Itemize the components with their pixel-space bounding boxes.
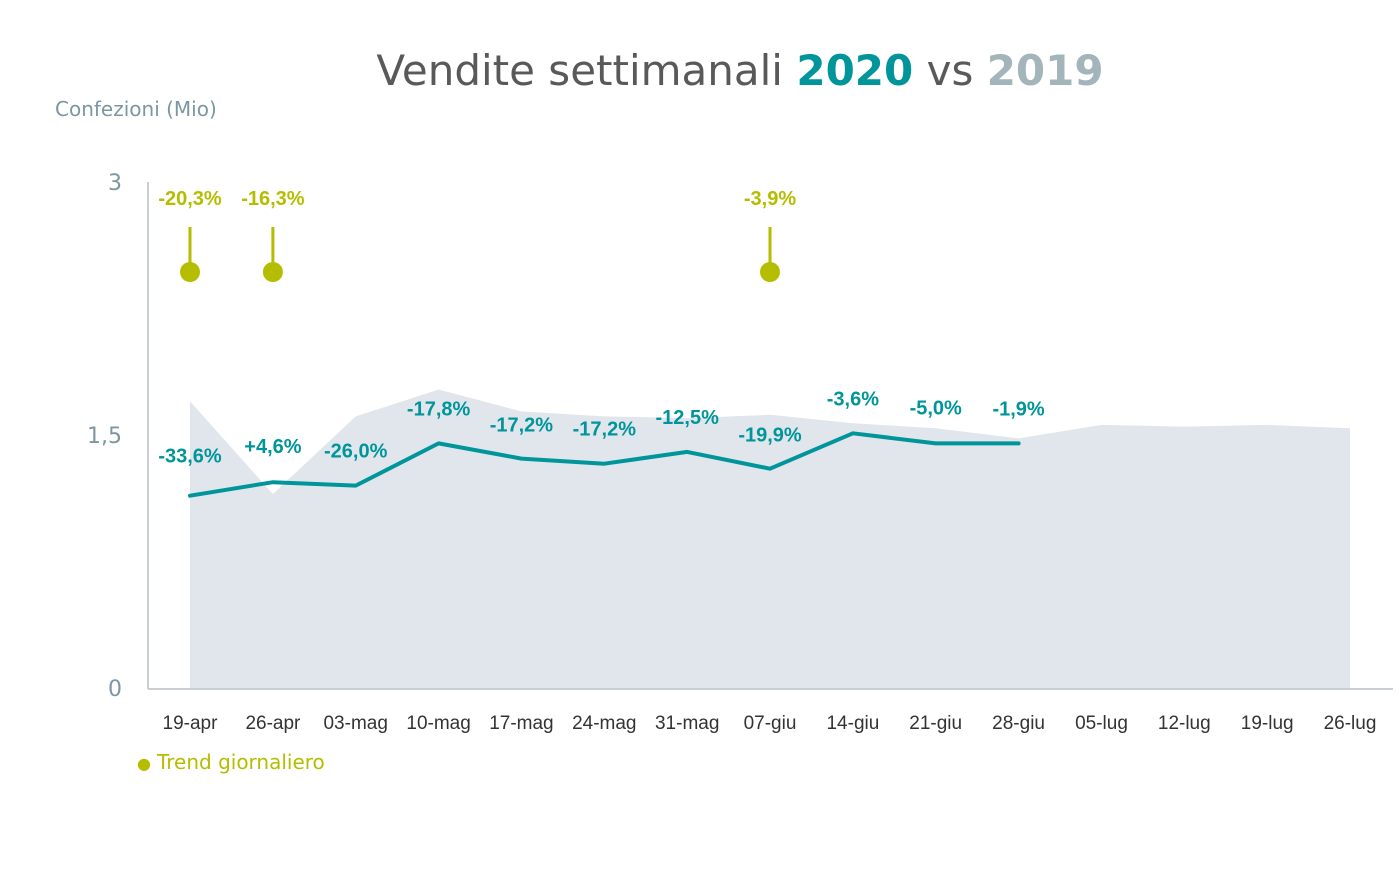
x-tick-label: 07-giu (744, 713, 797, 734)
title-vs: vs (913, 46, 986, 95)
legend-label: Trend giornaliero (156, 750, 325, 774)
data-label: -33,6% (158, 446, 222, 468)
x-tick-label: 10-mag (406, 713, 470, 734)
data-label: -12,5% (656, 407, 720, 429)
chart-title: Vendite settimanali 2020 vs 2019 (376, 46, 1103, 95)
legend-marker: ● (137, 754, 151, 773)
data-label: -17,2% (490, 415, 554, 437)
x-tick-label: 26-apr (245, 713, 301, 734)
trend-label: -3,9% (744, 188, 796, 210)
trend-marker: -3,9% (744, 188, 796, 282)
data-label: -17,8% (407, 398, 471, 420)
legend: ● Trend giornaliero (137, 750, 325, 774)
x-tick-label: 19-lug (1241, 713, 1294, 734)
trend-dot (262, 262, 283, 282)
line-2020 (188, 431, 1021, 498)
data-label: +4,6% (244, 436, 301, 458)
x-tick-label: 28-giu (992, 713, 1045, 734)
x-tick-label: 24-mag (572, 713, 636, 734)
title-part-1: Vendite settimanali (376, 46, 796, 95)
x-tick-label: 31-mag (655, 713, 719, 734)
trend-dot (180, 262, 200, 282)
x-tick-label: 19-apr (163, 713, 219, 734)
data-label: -1,9% (992, 398, 1044, 420)
trend-marker: -16,3% (241, 188, 305, 282)
x-tick-label: 03-mag (323, 713, 387, 734)
data-label: -5,0% (910, 397, 962, 419)
area-2019 (190, 389, 1350, 688)
trend-dot (760, 262, 780, 282)
y-tick-label: 1,5 (87, 424, 122, 449)
trend-label: -20,3% (158, 188, 222, 210)
trend-marker: -20,3% (158, 188, 222, 282)
x-tick-label: 21-giu (909, 713, 962, 734)
title-year-2020: 2020 (796, 46, 913, 95)
x-tick-label: 17-mag (489, 713, 553, 734)
data-label: -3,6% (827, 388, 879, 410)
x-tick-label: 05-lug (1075, 713, 1128, 734)
title-year-2019: 2019 (987, 46, 1104, 95)
x-tick-label: 26-lug (1324, 713, 1377, 734)
plot-area: 0 1,5 3 19-apr 26-apr 03-mag 10-mag 17-mag 24-ma… (87, 171, 1393, 734)
y-tick-label: 0 (108, 677, 122, 702)
x-tick-label: 12-lug (1158, 713, 1211, 734)
data-label: -17,2% (573, 419, 637, 441)
data-label: -19,9% (738, 425, 802, 447)
trend-label: -16,3% (241, 188, 305, 210)
data-label: -26,0% (324, 441, 388, 463)
y-axis-label: Confezioni (Mio) (55, 97, 217, 121)
x-tick-label: 14-giu (826, 713, 879, 734)
y-tick-label: 3 (108, 171, 122, 196)
svg-text:●Trend giornaliero: ● Trend giornaliero (137, 750, 325, 774)
